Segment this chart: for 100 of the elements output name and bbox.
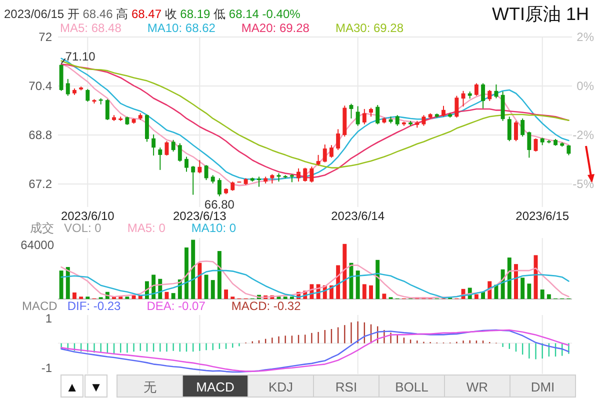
bar <box>184 247 188 299</box>
y2-tick-label: 0% <box>576 78 594 93</box>
text: KDJ <box>268 380 294 394</box>
bar <box>59 270 64 299</box>
bar <box>540 290 544 299</box>
text: DMI <box>530 380 555 394</box>
candlestick <box>520 118 525 138</box>
candlestick <box>257 176 261 188</box>
candlestick <box>152 134 156 156</box>
candlestick <box>454 95 459 118</box>
candlestick <box>66 78 70 96</box>
candlestick <box>566 144 571 156</box>
text: RSI <box>335 380 358 394</box>
bar <box>132 295 136 299</box>
candlestick <box>217 178 222 197</box>
bar <box>527 284 532 299</box>
x-tick-label: 2023/6/13 <box>172 209 227 223</box>
candlestick <box>481 82 486 109</box>
text: MA10: 68.62 <box>147 21 216 35</box>
candlestick <box>316 154 320 166</box>
chart-title: 成交 <box>30 221 54 235</box>
y-tick-label: 1 <box>45 312 52 326</box>
x-tick-label: 2023/6/10 <box>60 209 115 223</box>
bar <box>376 260 380 299</box>
x-tick-label: 2023/6/14 <box>331 209 385 223</box>
candlestick <box>356 106 360 126</box>
candlestick <box>310 166 314 183</box>
candlestick <box>362 108 366 125</box>
y-tick-label: 70.4 <box>28 79 52 94</box>
text: MA5: 68.48 <box>60 21 122 35</box>
text: MA5: 0 <box>127 221 166 235</box>
text: WR <box>466 380 488 394</box>
candlestick <box>336 128 340 151</box>
candlestick <box>178 142 182 162</box>
text: MA20: 69.28 <box>241 21 310 35</box>
text: VOL: 0 <box>64 221 102 235</box>
candlestick <box>527 131 532 158</box>
y-tick-label: 67.2 <box>28 177 52 192</box>
bar <box>217 251 222 299</box>
text: 2023/06/15 开 68.46 高 68.47 收 68.19 低 68.14 -0.40% <box>4 7 300 21</box>
candlestick <box>329 144 334 158</box>
candlestick <box>270 174 274 184</box>
candlestick <box>296 168 301 182</box>
annotation: 71.10 <box>65 50 96 64</box>
y2-tick-label: -5% <box>572 177 594 192</box>
chart-title: WTI原油 1H <box>492 4 589 24</box>
bar <box>369 285 373 299</box>
bar <box>210 280 215 299</box>
candlestick <box>514 120 518 142</box>
y-tick-label: -1 <box>41 360 52 375</box>
candlestick <box>171 139 176 152</box>
bar <box>546 294 551 299</box>
candlestick <box>507 116 512 142</box>
y2-tick-label: 2% <box>576 30 594 44</box>
bar <box>66 267 70 299</box>
bar <box>336 265 340 299</box>
bar <box>224 290 228 299</box>
text: DIF: -0.23 <box>67 299 122 313</box>
candlestick <box>86 88 90 102</box>
candlestick <box>422 114 426 126</box>
text: MACD <box>196 380 234 394</box>
candlestick <box>230 181 235 192</box>
bar <box>72 292 76 299</box>
bar <box>171 293 176 299</box>
bar <box>507 258 512 299</box>
bar <box>474 294 478 299</box>
bar <box>198 262 202 299</box>
text: BOLL <box>395 380 428 394</box>
text: ▲ <box>66 380 78 394</box>
candlestick <box>158 147 162 170</box>
bar <box>356 270 360 299</box>
candlestick <box>395 114 400 126</box>
bar <box>382 294 386 299</box>
x-tick-label: 2023/6/15 <box>516 209 570 223</box>
y2-tick-label: -2% <box>572 128 594 142</box>
bar <box>362 284 366 299</box>
y-tick-label: 68.8 <box>28 128 52 142</box>
candlestick <box>442 105 446 118</box>
candlestick <box>322 144 327 163</box>
bar <box>494 284 498 299</box>
candlestick <box>494 84 498 99</box>
text: MA30: 69.28 <box>335 21 404 35</box>
candlestick <box>303 167 308 182</box>
bar <box>520 278 525 299</box>
text: ▼ <box>90 380 102 394</box>
candlestick <box>144 114 149 142</box>
bar <box>514 264 518 299</box>
candlestick <box>198 160 202 174</box>
bar <box>191 240 196 299</box>
candlestick <box>376 104 380 125</box>
candlestick <box>488 89 492 102</box>
annotation: 66.80 <box>204 197 235 212</box>
bar <box>342 244 347 299</box>
y-tick-label: 72 <box>38 30 52 44</box>
candlestick <box>191 165 196 196</box>
text: 64000 <box>20 238 54 252</box>
text: 无 <box>143 380 156 394</box>
bar <box>481 292 486 299</box>
candlestick <box>474 82 478 96</box>
candlestick <box>105 98 110 121</box>
